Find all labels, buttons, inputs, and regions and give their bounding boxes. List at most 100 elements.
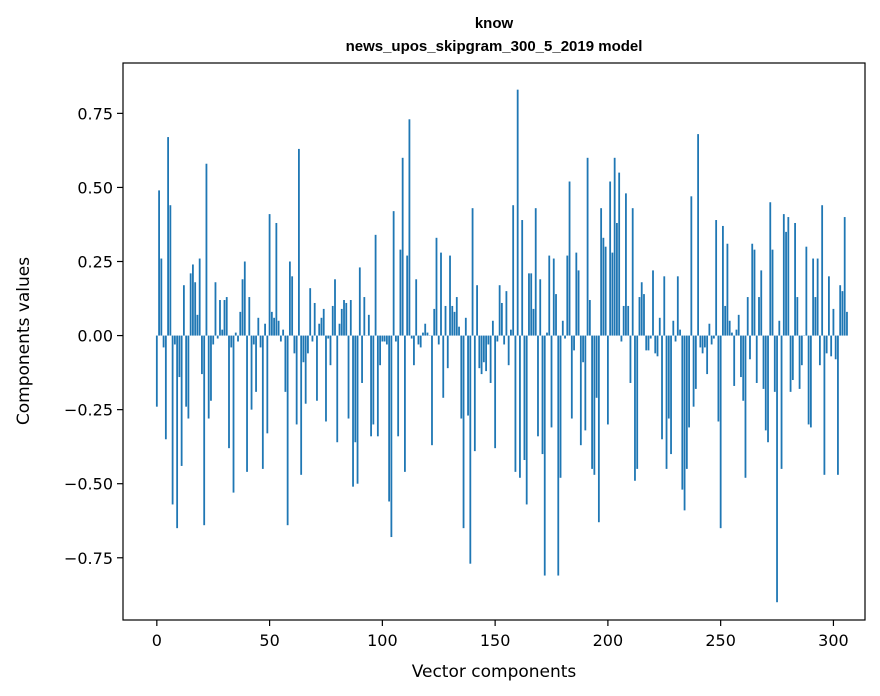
bar-82 [340, 308, 343, 336]
bar-30 [223, 300, 226, 336]
bar-24 [210, 335, 212, 401]
bar-134 [458, 326, 460, 336]
bar-60 [291, 276, 294, 336]
bar-300 [832, 308, 835, 336]
bar-118 [422, 332, 424, 336]
bar-17 [194, 282, 197, 336]
bar-55 [279, 335, 282, 342]
bar-124 [435, 237, 438, 336]
bars [155, 89, 848, 603]
bar-132 [453, 311, 456, 336]
bar-107 [397, 335, 400, 437]
bar-202 [611, 252, 614, 336]
bar-18 [196, 314, 199, 336]
bar-170 [539, 279, 542, 336]
bar-160 [516, 89, 519, 336]
bar-16 [192, 264, 194, 336]
bar-111 [406, 255, 409, 336]
bar-100 [381, 335, 384, 342]
bar-10 [178, 335, 181, 378]
bar-36 [237, 335, 239, 342]
bar-136 [462, 335, 465, 529]
bar-205 [618, 172, 621, 336]
bar-203 [613, 157, 616, 336]
bar-213 [636, 335, 639, 469]
bar-169 [537, 335, 539, 437]
bar-112 [408, 119, 411, 336]
bar-188 [579, 335, 582, 446]
bar-218 [647, 335, 650, 351]
bar-288 [805, 246, 808, 336]
bar-80 [336, 335, 339, 443]
bar-13 [185, 335, 188, 407]
bar-155 [505, 291, 508, 336]
bar-35 [234, 332, 237, 336]
bar-272 [769, 202, 772, 336]
bar-304 [841, 291, 844, 336]
bar-64 [300, 335, 303, 475]
bar-298 [828, 276, 830, 336]
bar-291 [812, 258, 815, 336]
bar-28 [219, 300, 221, 336]
bar-292 [814, 297, 817, 336]
bar-96 [372, 335, 375, 425]
bar-297 [825, 335, 828, 354]
bar-133 [455, 297, 458, 336]
bar-108 [399, 249, 402, 336]
bar-302 [837, 335, 839, 475]
bar-9 [176, 335, 179, 529]
bar-142 [476, 285, 478, 336]
bar-90 [358, 267, 361, 336]
bar-126 [440, 252, 442, 336]
bar-135 [460, 335, 463, 419]
bar-191 [586, 157, 589, 336]
bar-204 [616, 222, 618, 336]
bar-212 [634, 335, 636, 481]
bar-171 [541, 335, 544, 455]
bar-274 [773, 335, 776, 392]
y-tick-label-4: −0.25 [64, 401, 113, 420]
bar-163 [523, 335, 526, 461]
bar-255 [731, 332, 733, 336]
bar-249 [717, 335, 720, 422]
bar-303 [839, 285, 842, 336]
bar-44 [255, 335, 257, 392]
y-axis-label: Components values [14, 257, 34, 425]
bar-49 [266, 335, 269, 434]
x-tick-label-100: 100 [367, 631, 398, 650]
bar-242 [701, 335, 704, 354]
bar-104 [390, 335, 393, 538]
bar-19 [198, 258, 201, 336]
bar-87 [352, 335, 354, 487]
bar-7 [171, 335, 174, 505]
bar-131 [451, 305, 454, 336]
bar-130 [449, 255, 451, 336]
bar-211 [631, 208, 634, 336]
bar-147 [487, 335, 490, 345]
bar-153 [500, 302, 503, 336]
bar-176 [552, 258, 555, 336]
bar-75 [325, 335, 327, 422]
bar-290 [809, 335, 812, 428]
bar-283 [794, 222, 796, 336]
bar-209 [627, 305, 630, 336]
bar-27 [216, 335, 219, 339]
bar-217 [645, 335, 648, 351]
bar-296 [823, 335, 826, 475]
bar-39 [243, 261, 246, 336]
bar-243 [703, 335, 706, 348]
bar-86 [349, 300, 352, 336]
bar-92 [363, 297, 366, 336]
bar-146 [485, 335, 487, 372]
bar-0 [155, 335, 158, 407]
bar-79 [334, 279, 336, 336]
bar-238 [692, 335, 695, 407]
bar-48 [264, 323, 266, 336]
bar-85 [347, 335, 350, 419]
bar-245 [708, 323, 711, 336]
bar-106 [394, 335, 397, 342]
x-tick-label-150: 150 [480, 631, 511, 650]
bar-21 [203, 335, 206, 526]
y-tick-label-6: −0.75 [64, 549, 113, 568]
bar-159 [514, 335, 517, 472]
